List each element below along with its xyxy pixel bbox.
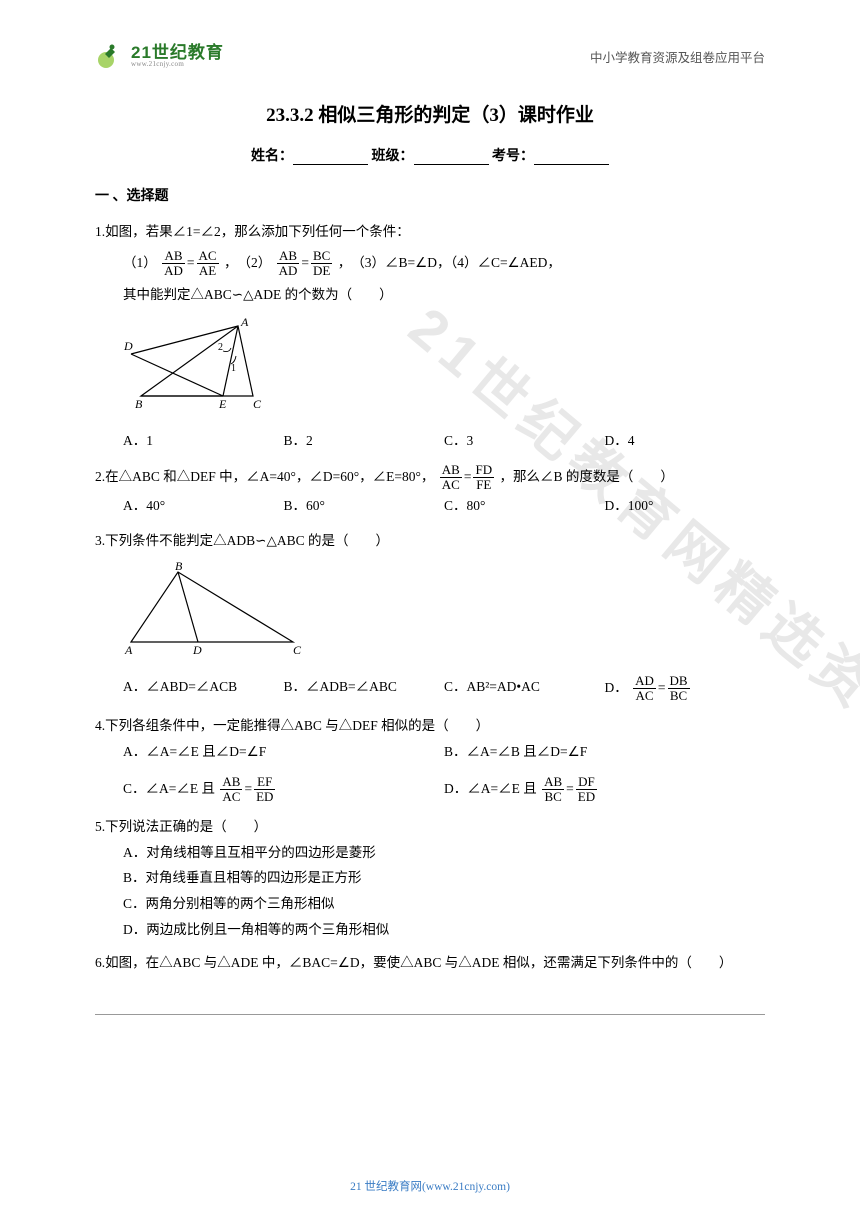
q2-optD: D．100°	[605, 493, 766, 519]
q1-sep2: ， （3）∠B=∠D，（4）∠C=∠AED，	[338, 255, 561, 270]
name-label: 姓名：	[251, 149, 293, 164]
q4-options-row2: C．∠A=∠E 且 ABAC=EFED D．∠A=∠E 且 ABBC=DFED	[95, 775, 765, 805]
q1-figure: A D B E C 1 2	[123, 316, 765, 420]
section-header: 一 、选择题	[95, 185, 765, 205]
name-blank[interactable]	[293, 151, 368, 165]
svg-text:B: B	[135, 397, 143, 411]
q2-frac1: ABAC	[440, 463, 462, 493]
logo-main: 21世纪教育	[131, 44, 224, 61]
q2-optA: A．40°	[123, 493, 284, 519]
q3-optD: D． ADAC=DBBC	[605, 674, 766, 704]
q1-frac1: ABAD	[162, 249, 185, 279]
svg-text:C: C	[253, 397, 262, 411]
q2-options: A．40° B．60° C．80° D．100°	[95, 493, 765, 519]
q4-text: 4.下列各组条件中，一定能推得△ABC 与△DEF 相似的是（ ）	[95, 713, 765, 739]
question-3: 3.下列条件不能判定△ADB∽△ABC 的是（ ） A B D C A．∠ABD…	[95, 528, 765, 703]
q1-text: 1.如图，若果∠1=∠2，那么添加下列任何一个条件：	[95, 219, 765, 245]
header: 21世纪教育 www.21cnjy.com 中小学教育资源及组卷应用平台	[95, 40, 765, 72]
q1-sep1: ， （2）	[224, 255, 271, 270]
q4-optB: B．∠A=∠B 且∠D=∠F	[444, 739, 765, 765]
q4-options-row1: A．∠A=∠E 且∠D=∠F B．∠A=∠B 且∠D=∠F	[95, 739, 765, 765]
question-5: 5.下列说法正确的是（ ） A．对角线相等且互相平分的四边形是菱形 B．对角线垂…	[95, 814, 765, 942]
q4-optA: A．∠A=∠E 且∠D=∠F	[123, 739, 444, 765]
svg-text:A: A	[240, 316, 249, 329]
question-1: 1.如图，若果∠1=∠2，那么添加下列任何一个条件： （1） ABAD=ACAE…	[95, 219, 765, 453]
q1-frac2: ACAE	[197, 249, 219, 279]
q1-optB: B．2	[284, 428, 445, 454]
question-6: 6.如图，在△ABC 与△ADE 中，∠BAC=∠D，要使△ABC 与△ADE …	[95, 950, 765, 976]
name-line: 姓名： 班级： 考号：	[95, 145, 765, 165]
q1-optA: A．1	[123, 428, 284, 454]
page-title: 23.3.2 相似三角形的判定（3）课时作业	[95, 100, 765, 127]
svg-text:C: C	[293, 643, 302, 657]
q1-options: A．1 B．2 C．3 D．4	[95, 428, 765, 454]
svg-text:D: D	[192, 643, 202, 657]
svg-text:A: A	[124, 643, 133, 657]
q3-text: 3.下列条件不能判定△ADB∽△ABC 的是（ ）	[95, 528, 765, 554]
q2-text-b: ，那么∠B 的度数是（ ）	[499, 469, 673, 484]
q3-optA: A．∠ABD=∠ACB	[123, 674, 284, 704]
q2-text-a: 2.在△ABC 和△DEF 中，∠A=40°，∠D=60°，∠E=80°，	[95, 469, 434, 484]
q5-optC: C．两角分别相等的两个三角形相似	[95, 891, 765, 917]
q1-conditions: （1） ABAD=ACAE ， （2） ABAD=BCDE ， （3）∠B=∠D…	[95, 249, 765, 279]
q1-frac4: BCDE	[311, 249, 332, 279]
q2-optB: B．60°	[284, 493, 445, 519]
q1-optC: C．3	[444, 428, 605, 454]
q1-frac3: ABAD	[277, 249, 300, 279]
q1-cond1-pre: （1）	[123, 255, 157, 270]
q5-optB: B．对角线垂直且相等的四边形是正方形	[95, 865, 765, 891]
logo: 21世纪教育 www.21cnjy.com	[95, 40, 224, 72]
q2-optC: C．80°	[444, 493, 605, 519]
question-2: 2.在△ABC 和△DEF 中，∠A=40°，∠D=60°，∠E=80°， AB…	[95, 463, 765, 518]
q5-optD: D．两边成比例且一角相等的两个三角形相似	[95, 917, 765, 943]
header-right: 中小学教育资源及组卷应用平台	[590, 47, 765, 66]
svg-text:B: B	[175, 562, 183, 573]
q5-text: 5.下列说法正确的是（ ）	[95, 814, 765, 840]
q2-frac2: FDFE	[473, 463, 494, 493]
logo-icon	[95, 40, 127, 72]
q3-optC: C．AB²=AD•AC	[444, 674, 605, 704]
class-label: 班级：	[372, 149, 414, 164]
svg-text:1: 1	[231, 363, 236, 374]
q3-options: A．∠ABD=∠ACB B．∠ADB=∠ABC C．AB²=AD•AC D． A…	[95, 674, 765, 704]
q6-text: 6.如图，在△ABC 与△ADE 中，∠BAC=∠D，要使△ABC 与△ADE …	[95, 950, 765, 976]
footer-line	[95, 1014, 765, 1015]
id-blank[interactable]	[534, 151, 609, 165]
q1-conclude: 其中能判定△ABC∽△ADE 的个数为（ ）	[95, 282, 765, 308]
logo-text: 21世纪教育 www.21cnjy.com	[131, 44, 224, 68]
page-content: 21世纪教育 www.21cnjy.com 中小学教育资源及组卷应用平台 23.…	[0, 0, 860, 1014]
svg-text:E: E	[218, 397, 227, 411]
id-label: 考号：	[492, 149, 534, 164]
class-blank[interactable]	[414, 151, 489, 165]
svg-text:D: D	[123, 339, 133, 353]
q5-optA: A．对角线相等且互相平分的四边形是菱形	[95, 840, 765, 866]
logo-sub: www.21cnjy.com	[131, 61, 224, 68]
q1-optD: D．4	[605, 428, 766, 454]
q4-optD: D．∠A=∠E 且 ABBC=DFED	[444, 775, 765, 805]
svg-text:2: 2	[218, 342, 223, 353]
footer: 21 世纪教育网(www.21cnjy.com)	[0, 1178, 860, 1194]
q3-figure: A B D C	[123, 562, 765, 666]
question-4: 4.下列各组条件中，一定能推得△ABC 与△DEF 相似的是（ ） A．∠A=∠…	[95, 713, 765, 804]
q3-optB: B．∠ADB=∠ABC	[284, 674, 445, 704]
q4-optC: C．∠A=∠E 且 ABAC=EFED	[123, 775, 444, 805]
